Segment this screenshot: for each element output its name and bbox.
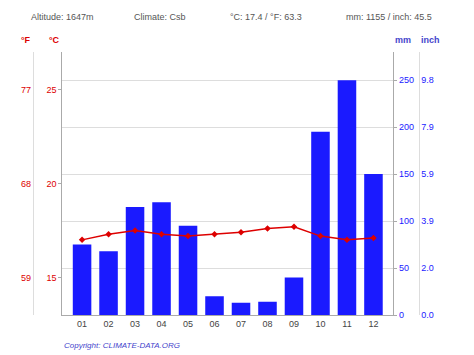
svg-text:20: 20 <box>47 179 57 189</box>
svg-text:150: 150 <box>399 169 414 179</box>
svg-text:°C: 17.4 / °F: 63.3: °C: 17.4 / °F: 63.3 <box>230 12 302 22</box>
svg-text:06: 06 <box>210 319 220 329</box>
svg-text:mm: mm <box>395 35 411 45</box>
svg-text:08: 08 <box>262 319 272 329</box>
svg-text:59: 59 <box>21 273 31 283</box>
svg-text:Climate: Csb: Climate: Csb <box>134 12 186 22</box>
svg-text:°C: °C <box>49 35 60 45</box>
svg-text:68: 68 <box>21 179 31 189</box>
svg-text:09: 09 <box>289 319 299 329</box>
svg-text:11: 11 <box>342 319 351 329</box>
svg-text:Altitude: 1647m: Altitude: 1647m <box>31 12 94 22</box>
svg-text:250: 250 <box>399 75 414 85</box>
svg-text:07: 07 <box>236 319 246 329</box>
svg-text:03: 03 <box>130 319 140 329</box>
svg-text:mm: 1155 / inch: 45.5: mm: 1155 / inch: 45.5 <box>346 12 432 22</box>
svg-text:50: 50 <box>399 263 409 273</box>
svg-text:05: 05 <box>183 319 193 329</box>
svg-text:3.9: 3.9 <box>421 216 434 226</box>
svg-text:15: 15 <box>47 273 57 283</box>
svg-text:Copyright: CLIMATE-DATA.ORG: Copyright: CLIMATE-DATA.ORG <box>64 341 180 350</box>
svg-text:100: 100 <box>399 216 414 226</box>
svg-text:9.8: 9.8 <box>421 75 434 85</box>
svg-text:0.0: 0.0 <box>421 310 434 320</box>
svg-text:inch: inch <box>421 35 440 45</box>
svg-text:200: 200 <box>399 122 414 132</box>
svg-text:12: 12 <box>368 319 378 329</box>
svg-text:7.9: 7.9 <box>421 122 434 132</box>
svg-text:0: 0 <box>399 310 404 320</box>
svg-text:04: 04 <box>157 319 167 329</box>
svg-text:5.9: 5.9 <box>421 169 434 179</box>
svg-text:02: 02 <box>104 319 114 329</box>
svg-text:10: 10 <box>315 319 325 329</box>
svg-text:°F: °F <box>21 35 31 45</box>
svg-text:2.0: 2.0 <box>421 263 434 273</box>
svg-text:77: 77 <box>21 85 31 95</box>
svg-text:25: 25 <box>47 85 57 95</box>
svg-text:01: 01 <box>77 319 87 329</box>
